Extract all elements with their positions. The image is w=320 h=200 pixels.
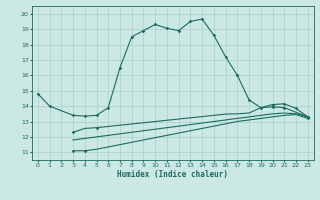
X-axis label: Humidex (Indice chaleur): Humidex (Indice chaleur) [117,170,228,179]
